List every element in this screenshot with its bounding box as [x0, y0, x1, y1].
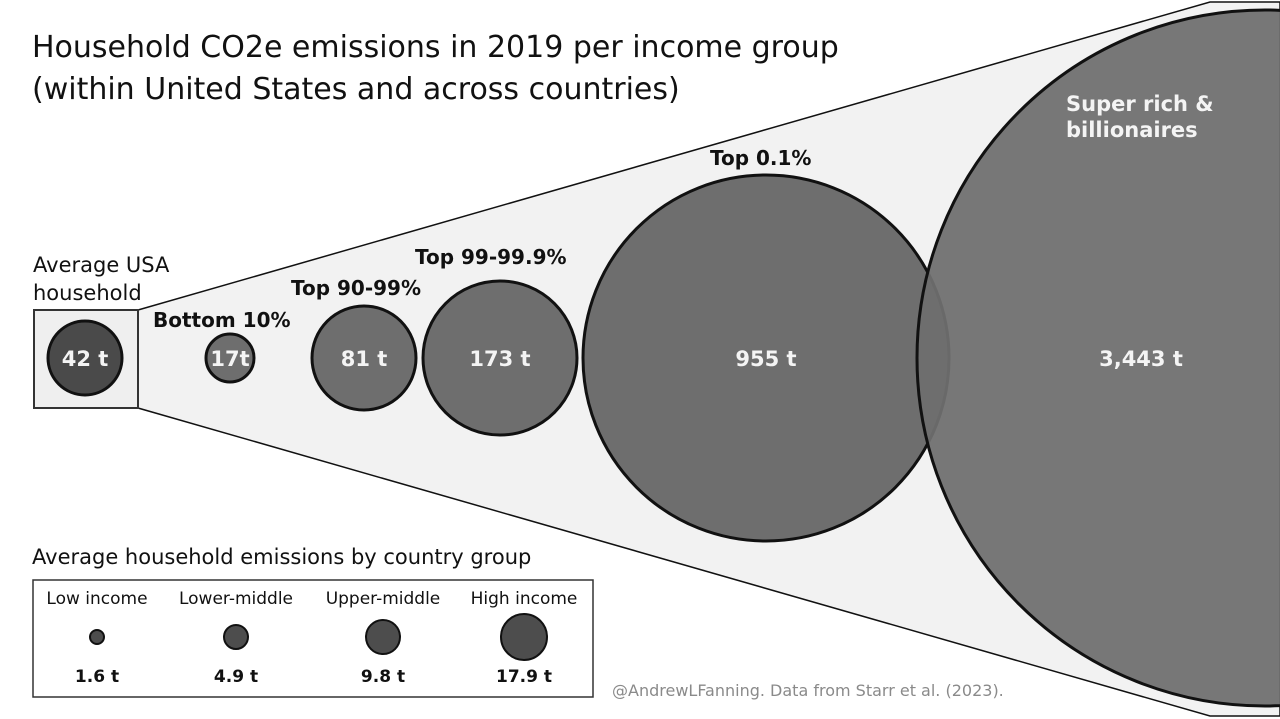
- legend-labels-group: Low income Lower-middle Upper-middle Hig…: [46, 589, 577, 687]
- legend-bubble-low-income: [89, 629, 105, 645]
- legend-item-label: Lower-middle: [179, 589, 293, 609]
- legend-bubble-high-income: [500, 613, 548, 661]
- average-value-label: 42 t: [62, 347, 109, 371]
- average-bubble: [46, 319, 124, 397]
- group-name-label: Top 90-99%: [291, 276, 421, 300]
- group-name-label: billionaires: [1066, 118, 1198, 142]
- chart-title: Household CO2e emissions in 2019 per inc…: [32, 30, 839, 65]
- legend-bubble-lower-middle: [223, 624, 249, 650]
- bubble-super-rich-billionaires: [915, 8, 1280, 708]
- bubble-bottom-10-: [204, 332, 256, 384]
- legend-item-value: 9.8 t: [361, 667, 405, 687]
- credit-text: @AndrewLFanning. Data from Starr et al. …: [612, 681, 1004, 700]
- group-value-label: 173 t: [469, 347, 530, 371]
- legend-bubble-upper-middle: [365, 619, 401, 655]
- group-name-label: Top 0.1%: [710, 146, 811, 170]
- group-value-label: 3,443 t: [1099, 347, 1183, 371]
- legend-marks-group: [89, 613, 548, 661]
- group-name-label: Bottom 10%: [153, 308, 291, 332]
- bubble-labels-group: 42 t Bottom 10% Top 90-99% Top 99-99.9% …: [62, 92, 1214, 371]
- legend-item-label: Low income: [46, 589, 147, 609]
- legend-title: Average household emissions by country g…: [32, 545, 531, 569]
- group-value-label: 955 t: [735, 347, 796, 371]
- bubble-top-99-99-9-: [421, 279, 579, 437]
- group-value-label: 81 t: [341, 347, 388, 371]
- average-label-line2: household: [33, 281, 142, 305]
- legend-item-label: High income: [471, 589, 578, 609]
- group-name-label: Super rich &: [1066, 92, 1214, 116]
- group-value-label: 17t: [210, 347, 249, 371]
- bubbles-group: [46, 8, 1280, 708]
- legend-item-value: 1.6 t: [75, 667, 119, 687]
- legend-item-value: 4.9 t: [214, 667, 258, 687]
- group-name-label: Top 99-99.9%: [415, 245, 567, 269]
- chart-subtitle: (within United States and across countri…: [32, 72, 680, 107]
- legend-box: [32, 579, 594, 698]
- average-label-line1: Average USA: [33, 253, 170, 277]
- bubble-top-90-99-: [310, 304, 418, 412]
- legend-item-value: 17.9 t: [496, 667, 552, 687]
- legend-item-label: Upper-middle: [326, 589, 441, 609]
